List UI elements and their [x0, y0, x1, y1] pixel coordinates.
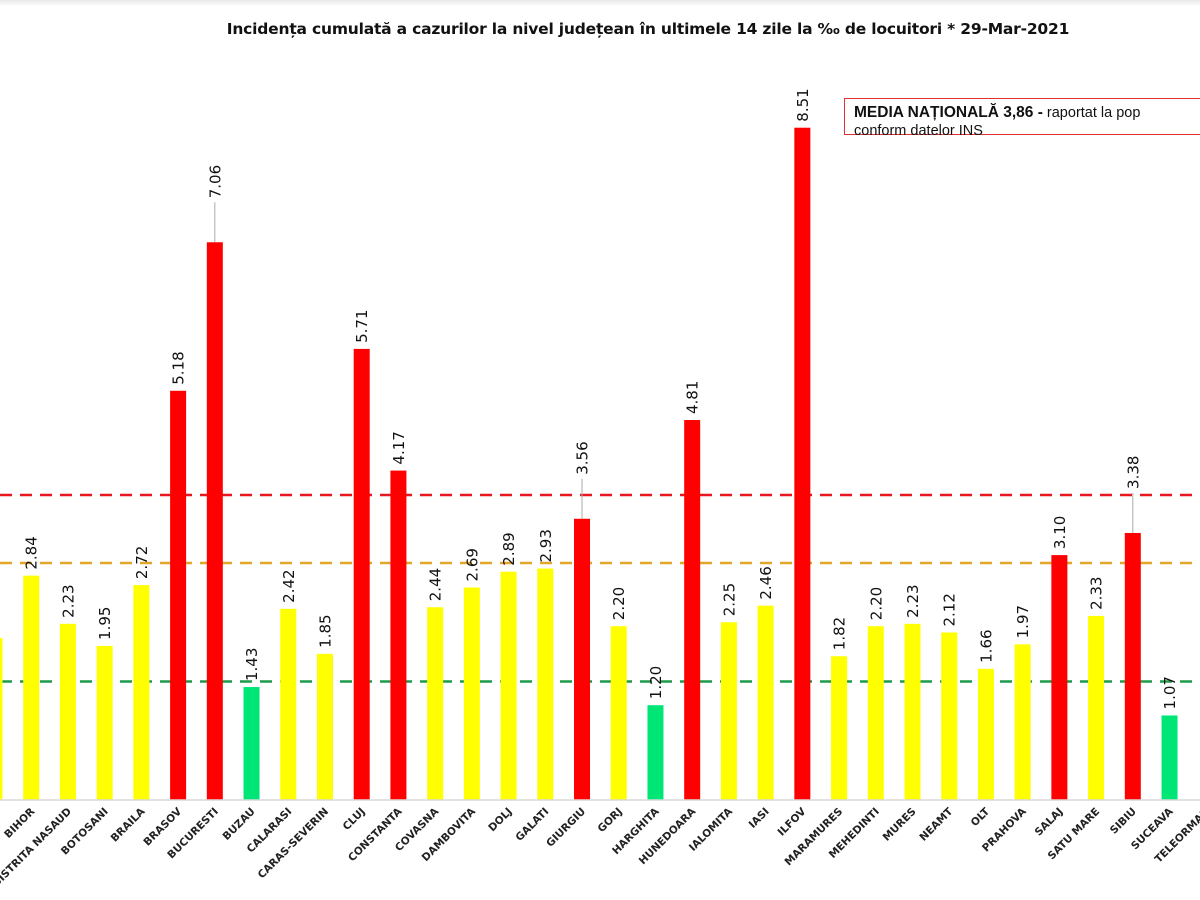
- value-label: 7.06: [206, 165, 224, 198]
- category-label: BUZAU: [221, 806, 258, 843]
- value-label: 1.82: [831, 617, 849, 650]
- value-label: 2.12: [941, 593, 959, 626]
- top-edge: [0, 0, 1200, 6]
- bar-caras-severin: [316, 653, 333, 800]
- value-label: 1.95: [96, 607, 114, 640]
- category-label: GIURGIU: [544, 806, 588, 850]
- bar-botosani: [96, 645, 113, 800]
- category-label: OLT: [969, 805, 993, 829]
- value-label: 2.72: [133, 546, 151, 579]
- bar-dolj: [500, 571, 517, 800]
- value-label: 1.43: [243, 648, 261, 681]
- bar-galati: [537, 568, 554, 800]
- bar-sibiu: [1124, 532, 1141, 800]
- bar-iasi: [757, 605, 774, 800]
- value-label: 2.20: [867, 587, 885, 620]
- value-label: 2.46: [757, 566, 775, 599]
- leader-lines: [214, 202, 1134, 533]
- category-label: SALAJ: [1033, 806, 1066, 839]
- bar-buzau: [243, 687, 260, 800]
- national-average-label: MEDIA NAȚIONALĂ 3,86 -: [854, 104, 1043, 121]
- value-label: 2.69: [463, 548, 481, 581]
- bar-dambovita: [463, 587, 480, 800]
- value-label: 2.93: [537, 529, 555, 562]
- value-label: 2.84: [23, 536, 41, 569]
- value-label: 8.51: [794, 88, 812, 121]
- value-label: 3.10: [1051, 516, 1069, 549]
- bar-olt: [977, 668, 994, 800]
- bar-calarasi: [280, 608, 297, 800]
- bar-salaj: [1051, 555, 1068, 800]
- chart-title: Incidența cumulată a cazurilor la nivel …: [226, 20, 1070, 38]
- reference-lines: [0, 493, 1200, 683]
- category-label: SIBIU: [1108, 806, 1139, 837]
- bar-gorj: [610, 626, 627, 800]
- value-label: 2.23: [904, 584, 922, 617]
- bar-cluj: [353, 348, 370, 800]
- value-label: 3.38: [1124, 456, 1142, 489]
- note-text: raportat la pop: [1042, 105, 1141, 121]
- category-label: MURES: [881, 806, 919, 844]
- value-label: 1.85: [316, 614, 334, 647]
- category-label: CARAS-SEVERIN: [256, 806, 332, 882]
- bar-bihor: [23, 575, 40, 800]
- bar-ialomita: [720, 622, 737, 800]
- value-label: 1.66: [977, 629, 995, 662]
- bar-maramures: [831, 656, 848, 800]
- value-label: 4.81: [684, 381, 702, 414]
- value-label: 1.97: [1014, 605, 1032, 638]
- value-label: 2.20: [610, 587, 628, 620]
- bar-mehedinti: [867, 626, 884, 800]
- category-label: ILFOV: [776, 805, 810, 839]
- value-label: 2.25: [720, 583, 738, 616]
- value-label: 3.56: [574, 441, 592, 474]
- value-label: 2.44: [427, 568, 445, 601]
- bar-partial: [0, 638, 3, 800]
- bar-neamt: [941, 632, 958, 800]
- bar-hunedoara: [684, 420, 701, 800]
- category-label: GALATI: [513, 806, 551, 844]
- bar-harghita: [647, 705, 664, 800]
- category-label: CLUJ: [341, 806, 368, 833]
- category-label: IASI: [747, 806, 772, 831]
- bars: [0, 127, 1178, 800]
- value-label: 4.17: [390, 431, 408, 464]
- value-label: 1.07: [1161, 676, 1179, 709]
- bar-suceava: [1161, 715, 1178, 800]
- bar-braila: [133, 585, 150, 800]
- bar-mures: [904, 623, 921, 800]
- bar-ilfov: [794, 127, 811, 800]
- bar-giurgiu: [574, 518, 591, 800]
- value-label: 5.18: [170, 351, 188, 384]
- bar-constanta: [390, 470, 407, 800]
- value-label: 2.33: [1088, 577, 1106, 610]
- category-label: BIHOR: [2, 806, 37, 841]
- category-label: DOLJ: [486, 806, 514, 834]
- value-label: 2.23: [59, 584, 77, 617]
- value-label: 2.42: [280, 569, 298, 602]
- value-label: 2.05: [0, 599, 4, 632]
- value-label: 1.20: [647, 666, 665, 699]
- bar-brasov: [170, 390, 187, 800]
- bar-bistrita-nasaud: [59, 623, 76, 800]
- value-labels: 2.05 2.84 2.23 1.95 2.72 5.18 7.06 1.43 2.42 1.85…: [0, 88, 1179, 709]
- bar-satu-mare: [1088, 615, 1105, 800]
- bar-prahova: [1014, 644, 1031, 800]
- bar-bucuresti: [206, 242, 223, 800]
- category-label: NEAMT: [917, 805, 956, 844]
- value-label: 5.71: [353, 310, 371, 343]
- category-label: GORJ: [595, 806, 624, 835]
- note-line2: conform datelor INS: [854, 123, 983, 139]
- national-average-note: MEDIA NAȚIONALĂ 3,86 - raportat la pop c…: [844, 98, 1200, 139]
- value-label: 2.89: [500, 532, 518, 565]
- bar-covasna: [427, 607, 444, 800]
